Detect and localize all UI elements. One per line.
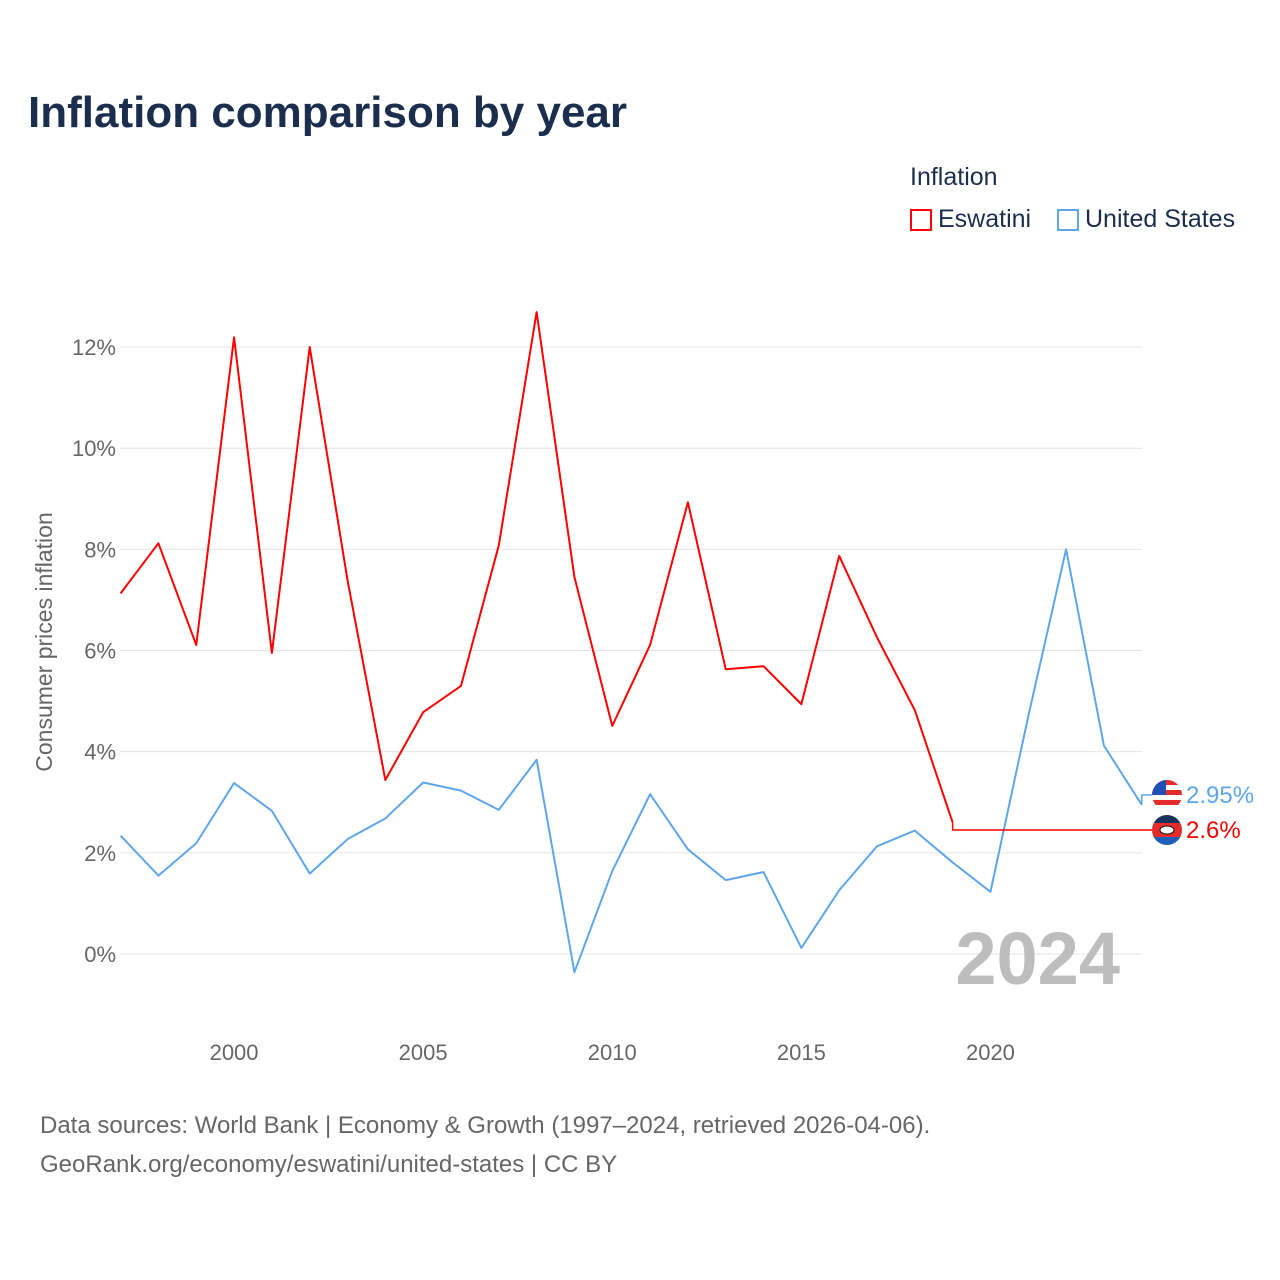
series-line-united-states (119, 548, 1143, 974)
y-tick-label: 10% (72, 436, 116, 461)
legend-label: United States (1085, 205, 1236, 233)
eswatini-flag-icon (1152, 815, 1182, 845)
x-tick-label: 2000 (210, 1040, 259, 1065)
us-flag-icon (1152, 780, 1182, 810)
y-tick-label: 4% (84, 740, 116, 765)
series-line-eswatini (119, 311, 954, 823)
chart-title: Inflation comparison by year (28, 88, 628, 137)
source-line-1: Data sources: World Bank | Economy & Gro… (40, 1112, 931, 1139)
legend-swatch (910, 208, 932, 231)
legend-title: Inflation (910, 163, 998, 191)
legend-item-eswatini[interactable]: Eswatini (910, 205, 1031, 234)
legend-label: Eswatini (938, 205, 1032, 233)
eswatini-end-label: 2.6% (1186, 817, 1241, 844)
year-watermark: 2024 (955, 917, 1120, 1000)
x-tick-label: 2005 (399, 1040, 448, 1065)
source-line-2[interactable]: GeoRank.org/economy/eswatini/united-stat… (40, 1151, 618, 1178)
y-axis-label: Consumer prices inflation (31, 512, 57, 772)
source-note: Data sources: World Bank | Economy & Gro… (40, 1106, 930, 1184)
y-tick-label: 6% (84, 639, 116, 664)
y-tick-label: 8% (84, 537, 116, 562)
y-tick-label: 0% (84, 942, 116, 967)
x-tick-label: 2015 (777, 1040, 826, 1065)
us-end-label: 2.95% (1186, 782, 1254, 809)
x-tick-label: 2010 (588, 1040, 637, 1065)
us-label-connector (1140, 794, 1152, 805)
legend-item-united-states[interactable]: United States (1057, 205, 1235, 234)
eswatini-label-connector (951, 822, 1152, 831)
y-tick-label: 2% (84, 841, 116, 866)
x-tick-label: 2020 (966, 1040, 1015, 1065)
y-tick-label: 12% (72, 335, 116, 360)
legend-swatch (1057, 208, 1079, 231)
